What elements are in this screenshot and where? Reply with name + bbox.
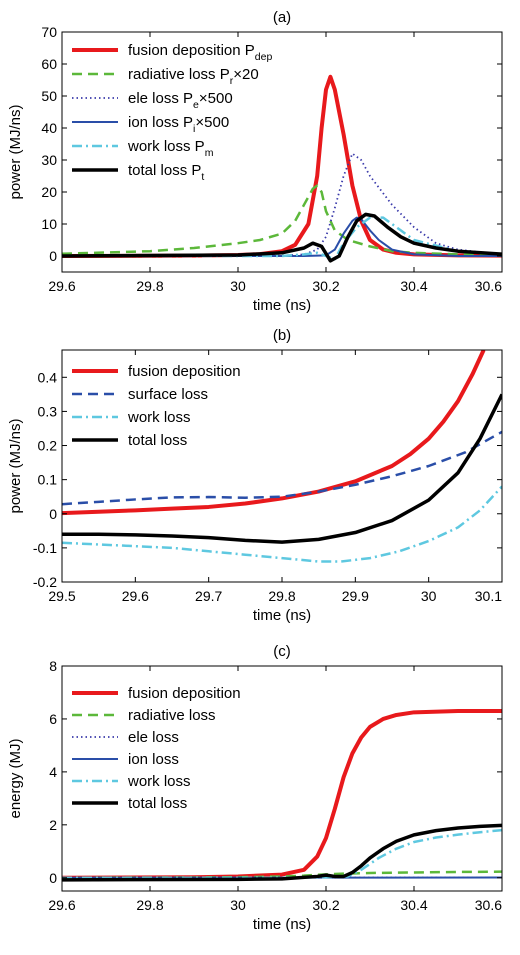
x-tick-label: 29.7 <box>195 588 222 604</box>
legend: fusion deposition surface loss work loss to… <box>72 363 241 449</box>
x-axis-label: time (ns) <box>253 607 311 624</box>
legend-entry: total loss <box>128 432 187 449</box>
x-tick-label: 30.4 <box>400 897 427 913</box>
x-tick-label: 30.6 <box>475 897 502 913</box>
legend-entry-name: work loss P <box>127 138 205 155</box>
y-tick-label: 4 <box>49 764 57 780</box>
legend-entry: fusion deposition <box>128 685 241 702</box>
legend-entry-name: work loss <box>127 409 191 426</box>
y-tick-label: 10 <box>41 216 57 232</box>
x-tick-label: 29.6 <box>48 278 75 294</box>
x-tick-label: 29.8 <box>268 588 295 604</box>
legend-entry-name: ele loss P <box>128 90 193 107</box>
legend-entry-subscript: dep <box>255 51 273 63</box>
legend-entry: radiative loss <box>128 707 216 724</box>
y-tick-label: 8 <box>49 658 57 674</box>
legend-entry-name: surface loss <box>128 386 208 403</box>
legend: fusion deposition radiative loss ele loss i… <box>72 685 241 812</box>
y-tick-label: 2 <box>49 817 57 833</box>
legend-entry-name: total loss P <box>128 162 201 179</box>
y-tick-label: -0.1 <box>33 540 57 556</box>
x-tick-label: 30.6 <box>475 278 502 294</box>
legend-entry: total loss Pt <box>128 162 204 183</box>
legend-entry-suffix: ×20 <box>233 66 258 83</box>
y-tick-label: 70 <box>41 24 57 40</box>
y-tick-label: 20 <box>41 184 57 200</box>
y-axis-label: power (MJ/ns) <box>7 418 24 513</box>
y-tick-label: 40 <box>41 120 57 136</box>
y-tick-label: 0 <box>49 506 57 522</box>
legend-entry-name: fusion deposition <box>128 363 241 380</box>
legend-entry: fusion deposition Pdep <box>128 42 272 63</box>
legend-entry: work loss <box>127 773 191 790</box>
legend-entry: ele loss <box>128 729 179 746</box>
legend-entry: surface loss <box>128 386 208 403</box>
x-tick-label: 29.8 <box>136 278 163 294</box>
axes-frame <box>62 350 502 582</box>
legend-entry-subscript: m <box>205 147 214 159</box>
x-tick-label: 29.6 <box>122 588 149 604</box>
x-tick-label: 30.2 <box>312 897 339 913</box>
x-tick-label: 30.4 <box>400 278 427 294</box>
x-tick-label: 29.8 <box>136 897 163 913</box>
legend-entry: work loss <box>127 409 191 426</box>
panel-title: (b) <box>273 327 291 344</box>
y-tick-label: 0 <box>49 248 57 264</box>
y-tick-label: -0.2 <box>33 574 57 590</box>
y-tick-label: 0.1 <box>38 472 58 488</box>
legend-entry-name: total loss <box>128 432 187 449</box>
x-tick-label: 29.9 <box>342 588 369 604</box>
legend-entry: fusion deposition <box>128 363 241 380</box>
x-tick-label: 29.6 <box>48 897 75 913</box>
legend-entry-name: fusion deposition P <box>128 42 255 59</box>
legend-entry: ion loss <box>128 751 179 768</box>
legend-entry-suffix: ×500 <box>195 114 229 131</box>
y-tick-label: 6 <box>49 711 57 727</box>
series-line-5 <box>62 830 502 878</box>
legend-entry-name: total loss <box>128 795 187 812</box>
y-tick-label: 60 <box>41 56 57 72</box>
x-tick-label: 30.2 <box>312 278 339 294</box>
legend: fusion deposition Pdep radiative loss Pr×… <box>72 42 272 183</box>
legend-entry-name: ion loss <box>128 751 179 768</box>
legend-entry-name: radiative loss P <box>128 66 230 83</box>
legend-entry-name: ion loss P <box>128 114 193 131</box>
y-tick-label: 30 <box>41 152 57 168</box>
x-tick-label: 30 <box>230 897 246 913</box>
y-axis-label: power (MJ/ns) <box>7 104 24 199</box>
series-lines <box>62 350 502 562</box>
y-axis-label: energy (MJ) <box>7 738 24 818</box>
y-tick-label: 0 <box>49 870 57 886</box>
panel-2: (b) 29.5 29.6 29.7 29.8 29.9 30 30.1 -0.2 -0.1 0 0.… <box>7 327 502 624</box>
x-tick-label: 29.5 <box>48 588 75 604</box>
legend-entry: radiative loss Pr×20 <box>128 66 259 87</box>
y-tick-label: 0.2 <box>38 438 58 454</box>
legend-entry: total loss <box>128 795 187 812</box>
series-line-1 <box>62 350 484 513</box>
legend-entry-name: radiative loss <box>128 707 216 724</box>
panel-title: (a) <box>273 9 291 26</box>
x-tick-label: 30 <box>230 278 246 294</box>
legend-entry: work loss Pm <box>127 138 214 159</box>
panel-3: (c) 29.6 29.8 30 30.2 30.4 30.6 0 2 4 6 8 time (ns) e… <box>7 643 502 933</box>
legend-entry-name: work loss <box>127 773 191 790</box>
legend-entry: ele loss Pe×500 <box>128 90 233 111</box>
y-tick-label: 0.4 <box>38 369 58 385</box>
legend-entry-name: ele loss <box>128 729 179 746</box>
legend-entry-suffix: ×500 <box>199 90 233 107</box>
x-axis-label: time (ns) <box>253 297 311 314</box>
legend-entry-name: fusion deposition <box>128 685 241 702</box>
y-tick-label: 50 <box>41 88 57 104</box>
y-tick-label: 0.3 <box>38 403 58 419</box>
legend-entry: ion loss Pi×500 <box>128 114 229 135</box>
panel-1: (a) 29.6 29.8 30 30.2 30.4 30.6 0 10 20 30 40 50 60 70… <box>7 9 502 314</box>
x-axis-label: time (ns) <box>253 916 311 933</box>
x-tick-label: 30.1 <box>475 588 502 604</box>
legend-entry-subscript: t <box>201 171 204 183</box>
x-tick-label: 30 <box>421 588 437 604</box>
panel-title: (c) <box>273 643 291 660</box>
